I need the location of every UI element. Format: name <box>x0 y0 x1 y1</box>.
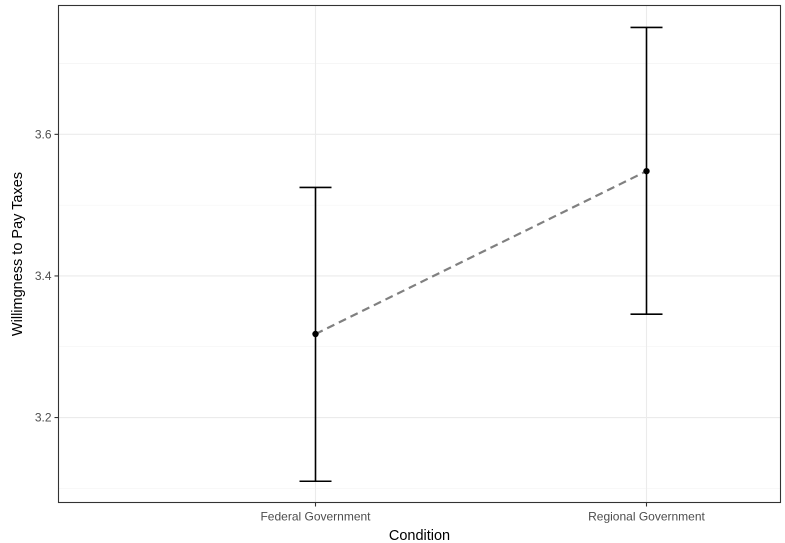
x-axis: Federal Government Regional Government <box>260 502 706 524</box>
x-tick-label: Regional Government <box>588 510 705 524</box>
x-tick-label: Federal Government <box>260 510 371 524</box>
series-line <box>315 170 647 335</box>
y-tick-label: 3.6 <box>35 127 52 141</box>
y-tick-label: 3.4 <box>35 269 52 283</box>
data-point <box>312 330 319 338</box>
data-layer <box>299 26 663 483</box>
plot-panel-border <box>57 4 782 504</box>
y-tick-label: 3.2 <box>35 411 52 425</box>
major-gridlines <box>58 5 781 503</box>
data-point <box>643 167 650 175</box>
y-axis: 3.2 3.4 3.6 <box>35 127 59 425</box>
x-axis-title: Condition <box>389 528 450 543</box>
minor-gridlines <box>58 63 781 489</box>
y-axis-title: Willimgness to Pay Taxes <box>10 172 26 336</box>
